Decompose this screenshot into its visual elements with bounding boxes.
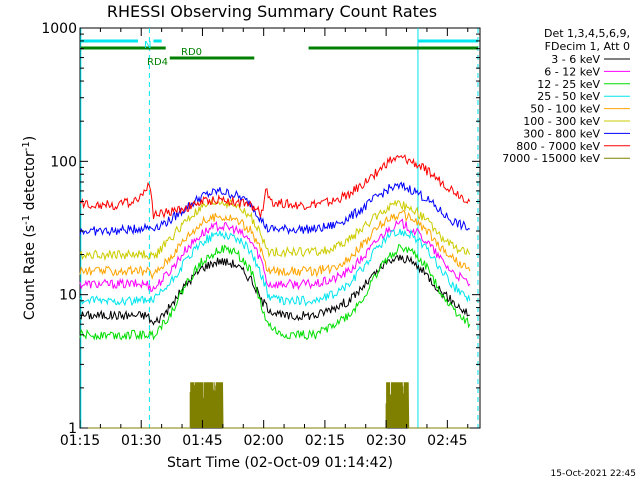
x-tick-label-1: 01:30 xyxy=(121,433,161,449)
series-layer xyxy=(79,154,471,429)
series-line-3 xyxy=(79,228,471,307)
y-tick-label-2: 100 xyxy=(50,154,77,170)
x-tick-label-3: 02:00 xyxy=(243,433,283,449)
legend: Det 1,3,4,5,6,9,FDecim 1, Att 03 - 6 keV… xyxy=(502,27,630,165)
legend-label-0: 3 - 6 keV xyxy=(551,53,600,66)
chart-title: RHESSI Observing Summary Count Rates xyxy=(107,2,437,21)
legend-header-0: Det 1,3,4,5,6,9, xyxy=(544,27,630,40)
legend-header-1: FDecim 1, Att 0 xyxy=(545,40,630,53)
series-line-7 xyxy=(79,154,471,220)
series-line-0 xyxy=(79,254,470,326)
flag-bars: N RD0 RD4 xyxy=(80,39,478,68)
series-line-4 xyxy=(79,209,471,280)
x-tick-label-0: 01:15 xyxy=(60,433,100,449)
x-axis-label: Start Time (02-Oct-09 01:14:42) xyxy=(167,455,393,471)
series-line-8 xyxy=(80,382,470,429)
x-tick-label-4: 02:15 xyxy=(305,433,345,449)
series-line-1 xyxy=(79,218,471,293)
legend-label-3: 25 - 50 keV xyxy=(537,90,600,103)
flag-label-rd0: RD0 xyxy=(181,47,202,58)
flag-label-n: N xyxy=(144,40,151,51)
legend-label-5: 100 - 300 keV xyxy=(523,115,600,128)
x-tick-label-5: 02:30 xyxy=(366,433,406,449)
y-tick-label-3: 1000 xyxy=(41,21,77,37)
legend-label-8: 7000 - 15000 keV xyxy=(502,152,600,165)
y-tick-label-1: 10 xyxy=(59,288,77,304)
legend-label-2: 12 - 25 keV xyxy=(537,78,600,91)
y-axis-label: Count Rate (s-1 detector-1) xyxy=(21,136,39,320)
plot-frame xyxy=(79,27,481,429)
footer-date: 15-Oct-2021 22:45 xyxy=(551,469,636,479)
vertical-markers xyxy=(80,28,479,428)
flag-label-rd4: RD4 xyxy=(147,57,168,68)
series-line-2 xyxy=(79,243,471,341)
series-line-6 xyxy=(79,181,471,237)
legend-label-7: 800 - 7000 keV xyxy=(516,140,600,153)
legend-label-6: 300 - 800 keV xyxy=(523,127,600,140)
x-tick-label-2: 01:45 xyxy=(182,433,222,449)
legend-label-4: 50 - 100 keV xyxy=(530,103,600,116)
axes: 01:15 01:30 01:45 02:00 02:15 02:30 02:45 1 10 10… xyxy=(41,21,480,449)
x-tick-label-6: 02:45 xyxy=(427,433,467,449)
y-tick-label-0: 1 xyxy=(68,421,77,437)
legend-label-1: 6 - 12 keV xyxy=(544,65,600,78)
series-line-5 xyxy=(79,198,471,262)
